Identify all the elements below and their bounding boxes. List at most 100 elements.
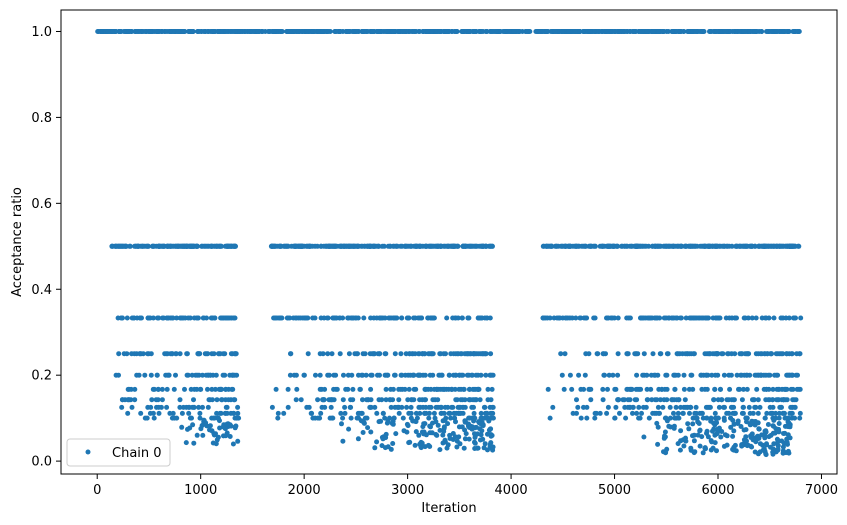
data-point [232, 415, 238, 421]
data-point [711, 397, 717, 403]
data-point [771, 417, 777, 423]
data-point [710, 428, 715, 434]
data-point [721, 243, 727, 249]
data-point [781, 386, 787, 392]
data-point [471, 243, 477, 249]
data-point [778, 404, 784, 410]
data-point [718, 434, 724, 440]
data-point [458, 397, 464, 403]
data-point [750, 410, 756, 416]
data-point [285, 315, 291, 321]
data-point [486, 418, 492, 424]
data-point [548, 29, 554, 34]
data-point [237, 29, 243, 34]
data-point [444, 315, 450, 321]
data-point [294, 386, 300, 392]
data-point [578, 415, 584, 421]
data-point [181, 404, 186, 410]
data-point [691, 438, 697, 444]
data-point [739, 410, 745, 416]
data-point [436, 372, 442, 378]
data-point [780, 351, 786, 357]
data-point [442, 417, 448, 423]
data-point [159, 386, 165, 392]
data-point [411, 397, 417, 403]
data-point [738, 424, 744, 429]
data-point [606, 243, 611, 249]
data-point [636, 415, 642, 421]
data-point [707, 351, 713, 357]
data-point [317, 386, 323, 392]
data-point [749, 243, 755, 249]
data-point [592, 29, 597, 34]
data-point [759, 29, 765, 34]
data-point [671, 243, 677, 249]
data-point [184, 372, 190, 378]
data-point [613, 404, 619, 410]
data-point [444, 445, 450, 451]
data-point [789, 372, 795, 378]
data-point [321, 397, 327, 403]
data-point [146, 351, 152, 357]
data-point [775, 446, 781, 452]
data-point [765, 422, 771, 427]
data-point [776, 29, 782, 34]
data-point [477, 397, 483, 403]
data-point [640, 315, 646, 321]
data-point [167, 410, 173, 416]
data-point [707, 404, 713, 410]
data-point [459, 29, 465, 34]
data-point [654, 315, 659, 321]
data-point [210, 29, 216, 34]
data-point [634, 410, 640, 416]
data-point [456, 434, 462, 440]
x-tick-label: 7000 [805, 483, 838, 498]
data-point [285, 386, 291, 392]
data-point [357, 410, 363, 416]
data-point [235, 404, 241, 410]
data-point [678, 404, 684, 410]
data-point [422, 444, 428, 450]
data-point [612, 29, 618, 34]
data-point [269, 243, 275, 249]
data-point [719, 351, 725, 357]
data-point [624, 351, 630, 357]
data-point [445, 404, 451, 410]
data-point [320, 29, 326, 34]
data-point [180, 315, 186, 321]
data-point [340, 438, 346, 444]
data-point [348, 415, 354, 421]
data-point [641, 404, 646, 410]
data-point [441, 424, 447, 430]
data-point [224, 410, 230, 416]
data-point [235, 438, 241, 444]
data-point [561, 386, 567, 392]
data-point [145, 243, 151, 249]
data-point [744, 386, 750, 392]
x-tick-label: 3000 [391, 483, 424, 498]
series-points [95, 29, 804, 458]
data-point [406, 386, 412, 392]
data-point [437, 447, 443, 453]
data-point [447, 410, 453, 416]
data-point [315, 415, 321, 421]
data-point [232, 29, 238, 34]
data-point [420, 424, 426, 430]
data-point [455, 351, 461, 357]
data-point [567, 372, 573, 378]
data-point [783, 315, 789, 321]
data-point [721, 443, 727, 449]
data-point [390, 441, 396, 446]
data-point [429, 351, 435, 357]
data-point [636, 404, 642, 410]
data-point [341, 372, 346, 378]
data-point [715, 415, 721, 421]
data-point [680, 410, 686, 416]
data-point [489, 243, 495, 249]
data-point [613, 386, 619, 392]
data-point [440, 432, 446, 438]
data-point [666, 423, 672, 429]
data-point [200, 432, 206, 438]
data-point [471, 397, 477, 403]
data-point [333, 29, 339, 34]
